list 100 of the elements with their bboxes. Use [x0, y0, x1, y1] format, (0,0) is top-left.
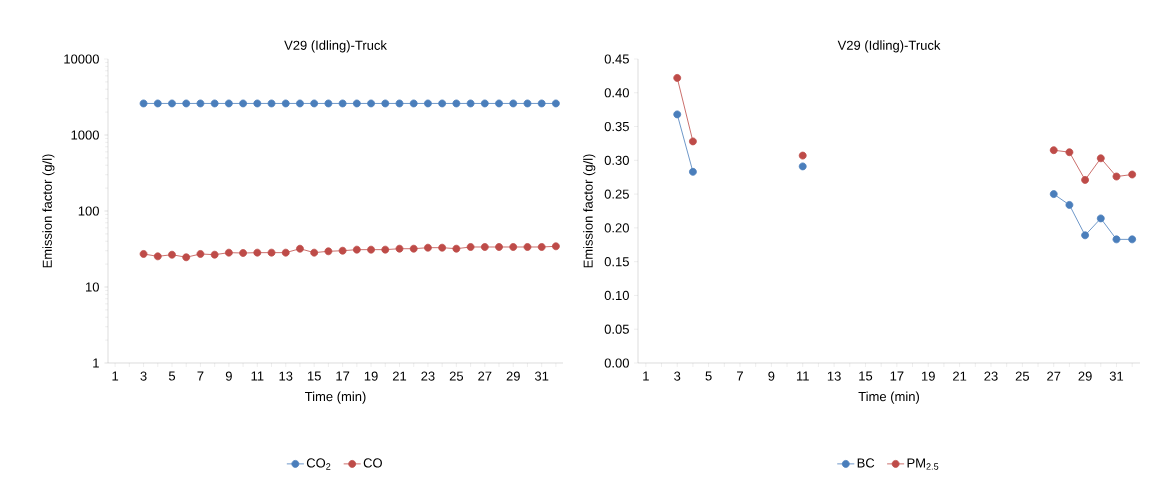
- point: [182, 99, 191, 108]
- x-tick-label: 1: [643, 371, 649, 381]
- point: [1049, 146, 1058, 155]
- point: [367, 245, 375, 254]
- point: [367, 99, 375, 108]
- y-axis-title: Emission factor (g/l): [42, 154, 55, 268]
- x-tick-label: 11: [251, 371, 264, 381]
- point: [153, 252, 162, 261]
- x-tick-label: 17: [336, 371, 350, 381]
- x-tick-label: 9: [225, 371, 232, 381]
- x-tick-label: 23: [421, 371, 435, 381]
- y-tick-label: 0.45: [604, 54, 629, 64]
- point: [424, 243, 432, 252]
- x-tick-label: 25: [1015, 371, 1030, 381]
- point: [310, 248, 319, 257]
- point: [395, 99, 404, 108]
- x-tick-label: 31: [1109, 371, 1124, 381]
- point: [324, 99, 333, 108]
- x-tick-label: 31: [534, 371, 549, 381]
- point: [409, 244, 418, 253]
- x-tick-label: 15: [859, 371, 873, 381]
- x-tick-label: 19: [921, 371, 935, 381]
- point: [139, 99, 148, 108]
- y-tick-label: 0.05: [604, 324, 629, 334]
- y-tick-label: 0.40: [604, 88, 629, 98]
- point: [267, 248, 276, 257]
- x-tick-label: 27: [1047, 371, 1061, 381]
- point: [673, 110, 682, 119]
- point: [1128, 170, 1137, 179]
- x-tick-label: 25: [449, 371, 464, 381]
- y-tick-label: 10: [86, 282, 99, 292]
- point: [480, 99, 489, 108]
- point: [395, 244, 404, 253]
- point: [509, 243, 518, 251]
- y-tick-label: 1: [93, 358, 99, 368]
- point: [1081, 176, 1089, 184]
- point: [523, 243, 532, 251]
- x-tick-label: 5: [168, 371, 176, 381]
- point: [798, 162, 807, 171]
- point: [196, 99, 205, 108]
- point: [239, 249, 247, 257]
- point: [338, 246, 347, 255]
- y-tick-label: 0.15: [604, 257, 629, 267]
- point: [689, 167, 697, 176]
- point: [281, 248, 290, 257]
- point: [324, 247, 333, 256]
- point: [537, 99, 546, 108]
- point: [537, 243, 546, 251]
- x-tick-label: 17: [890, 371, 904, 381]
- x-tick-label: 29: [1078, 371, 1092, 381]
- chart-title: V29 (Idling)-Truck: [284, 40, 387, 53]
- y-tick-label: 0.25: [604, 189, 629, 199]
- y-tick-label: 0.20: [604, 223, 629, 233]
- point: [495, 99, 503, 108]
- x-tick-label: 11: [796, 371, 809, 381]
- point: [253, 248, 262, 257]
- x-tick-label: 21: [392, 371, 407, 381]
- x-tick-label: 13: [279, 371, 293, 381]
- point: [552, 242, 560, 251]
- x-tick-label: 21: [953, 371, 967, 381]
- point: [1096, 154, 1105, 163]
- x-tick-label: 13: [827, 371, 841, 381]
- point: [224, 248, 233, 257]
- y-tick-label: 100: [78, 206, 99, 216]
- x-tick-label: 7: [737, 371, 743, 381]
- point: [267, 99, 276, 108]
- point: [139, 250, 148, 258]
- legend-label: CO: [363, 458, 382, 468]
- point: [168, 99, 176, 108]
- y-tick-label: 10000: [64, 54, 99, 64]
- point: [424, 99, 432, 108]
- point: [210, 250, 219, 259]
- point: [438, 243, 447, 252]
- point: [381, 245, 390, 254]
- point: [509, 99, 518, 108]
- x-tick-label: 3: [674, 371, 681, 381]
- x-tick-label: 1: [112, 371, 119, 381]
- point: [381, 99, 390, 108]
- x-tick-label: 3: [140, 371, 147, 381]
- point: [798, 151, 807, 160]
- point: [1128, 235, 1137, 244]
- point: [310, 99, 319, 108]
- point: [224, 99, 233, 108]
- x-axis-title: Time (min): [858, 391, 919, 404]
- point: [168, 250, 176, 259]
- point: [523, 99, 532, 108]
- x-axis-title: Time (min): [305, 391, 366, 404]
- point: [338, 99, 347, 108]
- legend-label: PM$_{2.5}$: [907, 458, 939, 470]
- point: [452, 99, 461, 108]
- point: [552, 99, 560, 108]
- legend-label: BC: [857, 458, 875, 468]
- y-tick-label: 1000: [71, 130, 99, 140]
- point: [196, 250, 205, 258]
- point: [182, 253, 191, 262]
- point: [253, 99, 262, 108]
- point: [1065, 201, 1074, 209]
- point: [352, 99, 361, 108]
- chart-title: V29 (Idling)-Truck: [837, 40, 941, 53]
- point: [1096, 214, 1105, 223]
